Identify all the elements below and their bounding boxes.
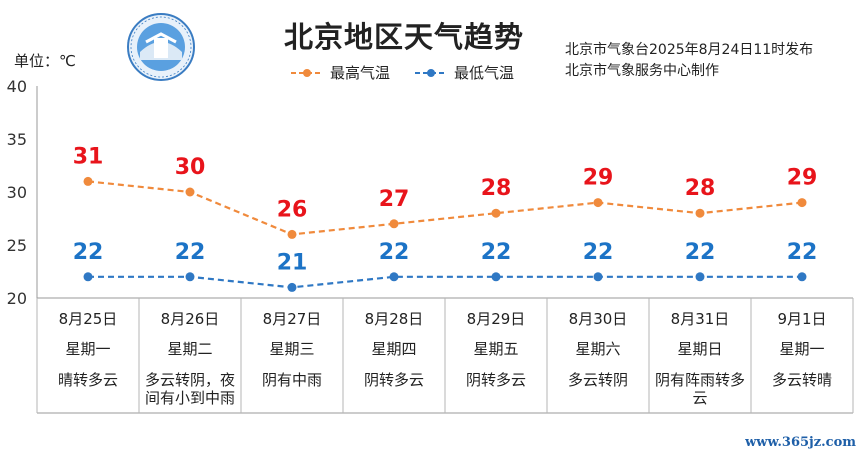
data-label-low: 22 [583, 240, 614, 265]
data-label-high: 26 [277, 197, 308, 222]
data-point-low [287, 282, 297, 292]
data-label-low: 22 [685, 240, 716, 265]
data-point-high [287, 229, 297, 239]
data-label-low: 21 [277, 250, 308, 275]
page-title: 北京地区天气趋势 [283, 20, 524, 54]
weather-label: 间有小到中雨 [145, 389, 235, 407]
weekday-label: 星期一 [65, 340, 110, 358]
weather-label: 晴转多云 [58, 371, 118, 389]
data-label-high: 28 [685, 176, 716, 201]
date-label: 8月31日 [671, 310, 730, 328]
meteorological-service-logo [127, 13, 195, 81]
y-tick-label: 40 [7, 77, 27, 96]
date-label: 8月30日 [569, 310, 628, 328]
legend-low: 最低气温 [414, 62, 514, 83]
legend-high-label: 最高气温 [330, 64, 391, 82]
data-label-high: 27 [379, 187, 410, 212]
data-point-high [185, 187, 195, 197]
weather-label: 阴转多云 [466, 371, 526, 389]
data-point-low [83, 272, 93, 282]
legend-high: 最高气温 [290, 62, 390, 83]
series-line-high [87, 180, 803, 236]
weekday-label: 星期一 [779, 340, 824, 358]
data-point-high [491, 208, 501, 218]
data-point-high [593, 198, 603, 208]
weekday-label: 星期四 [371, 340, 416, 358]
series-line-low [88, 275, 802, 289]
weather-label: 阴转多云 [364, 371, 424, 389]
weekday-label: 星期六 [575, 340, 620, 358]
weather-label: 阴有中雨 [262, 371, 322, 389]
data-label-high: 29 [787, 166, 818, 191]
legend-high-marker [291, 68, 323, 77]
data-point-high [83, 176, 93, 186]
data-point-low [389, 272, 399, 282]
data-point-low [593, 272, 603, 282]
weather-label: 云 [692, 389, 707, 407]
date-label: 8月26日 [161, 310, 220, 328]
data-point-high [797, 198, 807, 208]
weekday-label: 星期三 [269, 340, 314, 358]
date-label: 8月28日 [365, 310, 424, 328]
data-label-high: 30 [175, 155, 206, 180]
publisher-info: 北京市气象台2025年8月24日11时发布 北京市气象服务中心制作 [565, 40, 813, 82]
data-label-low: 22 [73, 240, 104, 265]
date-label: 9月1日 [777, 310, 826, 328]
data-label-low: 22 [481, 240, 512, 265]
chart-legend: 最高气温 最低气温 [290, 62, 514, 83]
date-label: 8月25日 [59, 310, 118, 328]
watermark: www.365jz.com [745, 435, 856, 450]
weekday-label: 星期二 [167, 340, 212, 358]
date-label: 8月29日 [467, 310, 526, 328]
data-point-low [797, 272, 807, 282]
legend-low-marker [415, 68, 448, 77]
data-point-low [695, 272, 705, 282]
data-label-high: 28 [481, 176, 512, 201]
legend-low-label: 最低气温 [454, 64, 515, 82]
weather-label: 多云转阴，夜 [145, 371, 235, 389]
data-label-high: 31 [73, 144, 104, 169]
data-point-high [695, 208, 705, 218]
weather-label: 多云转阴 [568, 371, 628, 389]
weather-label: 阴有阵雨转多 [655, 371, 745, 389]
data-point-low [185, 272, 195, 282]
y-tick-label: 25 [7, 236, 27, 255]
y-tick-label: 35 [7, 130, 27, 149]
date-label: 8月27日 [263, 310, 322, 328]
weekday-label: 星期五 [473, 340, 518, 358]
publisher-line-2: 北京市气象服务中心制作 [565, 63, 719, 79]
weekday-label: 星期日 [677, 340, 722, 358]
data-label-high: 29 [583, 166, 614, 191]
data-label-low: 22 [379, 240, 410, 265]
publisher-line-1: 北京市气象台2025年8月24日11时发布 [565, 42, 814, 58]
weather-label: 多云转晴 [772, 371, 832, 389]
y-tick-label: 30 [7, 183, 27, 202]
data-point-low [491, 272, 501, 282]
y-tick-label: 20 [7, 289, 27, 308]
data-label-low: 22 [787, 240, 818, 265]
data-label-low: 22 [175, 240, 206, 265]
unit-label: 单位：℃ [14, 52, 76, 70]
data-point-high [389, 219, 399, 229]
